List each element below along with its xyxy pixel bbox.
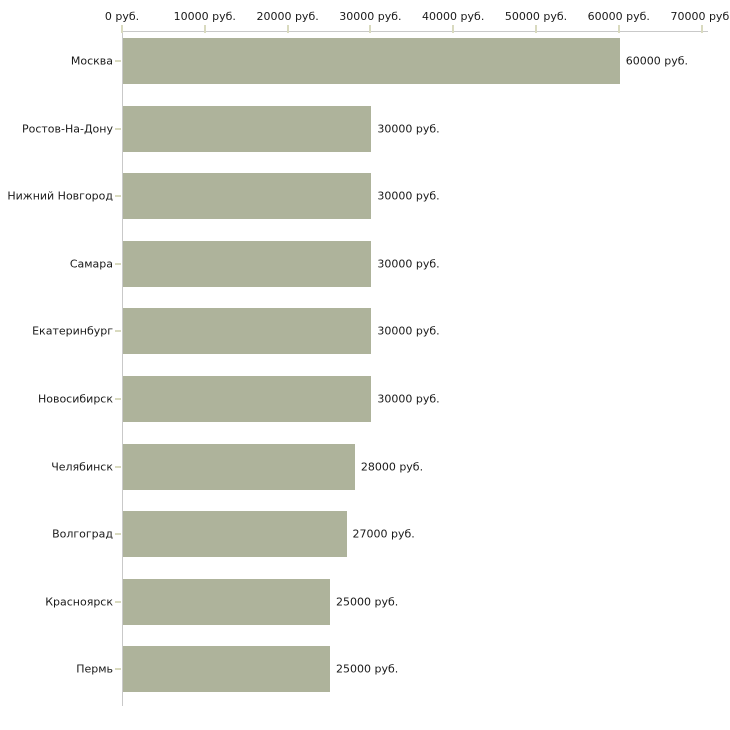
x-tick-mark	[452, 25, 455, 33]
x-tick-label: 50000 руб.	[504, 10, 568, 23]
bar	[123, 308, 372, 355]
x-tick-label: 40000 руб.	[422, 10, 485, 23]
category-label: Волгоград	[52, 527, 113, 541]
category-tick-mark	[115, 195, 121, 198]
category-tick-mark	[115, 600, 121, 603]
bar	[123, 443, 355, 490]
x-tick-label: 10000 руб.	[173, 10, 236, 23]
value-label: 30000 руб.	[377, 257, 440, 271]
bar	[123, 173, 372, 220]
category-label: Красноярск	[45, 595, 113, 609]
category-label: Екатеринбург	[32, 324, 113, 338]
x-axis	[122, 31, 708, 32]
category-label: Самара	[69, 257, 113, 271]
bar	[123, 240, 372, 287]
x-tick-mark	[700, 25, 703, 33]
value-label: 27000 руб.	[352, 527, 415, 541]
x-tick-label: 0 руб.	[104, 10, 140, 23]
y-axis	[122, 31, 123, 706]
x-tick-mark	[203, 25, 206, 33]
value-label: 30000 руб.	[377, 122, 440, 136]
category-tick-mark	[115, 398, 121, 400]
x-tick-label: 20000 руб.	[256, 10, 319, 23]
category-label: Челябинск	[51, 460, 113, 474]
category-label: Нижний Новгород	[7, 189, 113, 203]
x-tick-mark	[286, 25, 289, 33]
category-tick-mark	[115, 262, 121, 265]
value-label: 30000 руб.	[377, 189, 440, 203]
x-tick-mark	[369, 25, 372, 33]
value-label: 30000 руб.	[377, 392, 440, 406]
bar	[123, 646, 330, 693]
bar	[123, 511, 347, 558]
category-tick-mark	[115, 127, 121, 130]
x-tick-label: 70000 руб.	[670, 10, 730, 23]
category-tick-mark	[115, 668, 121, 671]
x-tick-mark	[617, 25, 620, 33]
category-tick-mark	[115, 60, 121, 62]
category-tick-mark	[115, 533, 121, 536]
bar	[123, 578, 330, 625]
category-label: Ростов-На-Дону	[21, 122, 113, 136]
category-label: Новосибирск	[37, 392, 113, 406]
x-tick-mark	[121, 25, 123, 33]
value-label: 60000 руб.	[625, 54, 689, 68]
x-tick-mark	[535, 25, 537, 33]
bar	[123, 38, 620, 84]
category-label: Пермь	[76, 662, 113, 676]
category-tick-mark	[115, 330, 121, 333]
bar	[123, 376, 372, 422]
value-label: 28000 руб.	[360, 460, 424, 474]
value-label: 25000 руб.	[336, 662, 399, 676]
category-tick-mark	[115, 465, 121, 468]
bar	[123, 105, 372, 152]
x-tick-label: 60000 руб.	[587, 10, 650, 23]
category-label: Москва	[70, 54, 113, 68]
value-label: 25000 руб.	[336, 595, 399, 609]
x-tick-label: 30000 руб.	[339, 10, 402, 23]
value-label: 30000 руб.	[377, 324, 440, 338]
